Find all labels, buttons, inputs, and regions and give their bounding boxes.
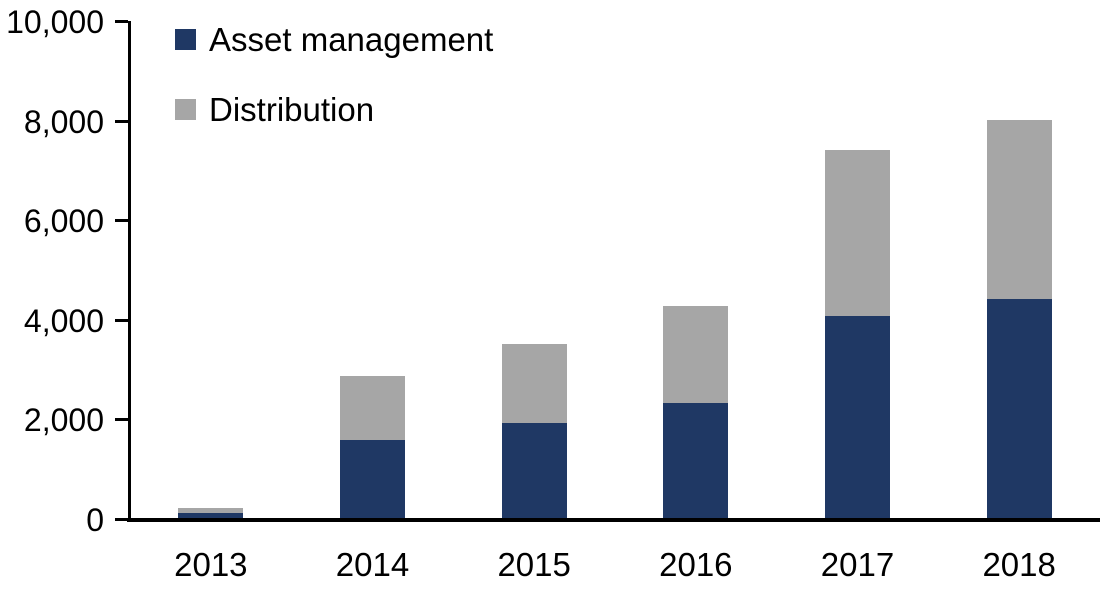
bar-segment-distribution xyxy=(178,507,244,513)
bar-segment-distribution xyxy=(663,306,729,404)
x-axis-label-2015: 2015 xyxy=(497,546,571,583)
bar-segment-asset-management xyxy=(825,316,890,518)
legend-swatch-asset-management xyxy=(175,28,196,50)
bar-2014 xyxy=(340,375,405,518)
legend-item-asset-management: Asset management xyxy=(175,23,493,56)
bar-segment-distribution xyxy=(340,375,405,441)
bar-segment-distribution xyxy=(501,343,567,424)
chart-legend: Asset management Distribution xyxy=(175,23,493,166)
y-axis-tick-label: 10,000 xyxy=(6,4,104,40)
y-axis-tick-mark xyxy=(115,119,128,123)
y-axis-tick-mark xyxy=(115,219,128,223)
legend-label: Distribution xyxy=(209,90,375,128)
y-axis-line xyxy=(128,21,131,522)
x-axis-line xyxy=(127,518,1100,522)
bar-2013 xyxy=(178,507,244,518)
legend-swatch-distribution xyxy=(175,98,196,120)
y-axis-tick-label: 0 xyxy=(86,502,104,538)
x-axis-label-2018: 2018 xyxy=(982,546,1056,583)
x-axis-label-2013: 2013 xyxy=(174,546,248,583)
bar-segment-distribution xyxy=(986,119,1052,299)
y-axis-tick-mark xyxy=(115,318,128,322)
bar-segment-asset-management xyxy=(986,298,1052,518)
x-axis-label-2014: 2014 xyxy=(335,546,410,583)
bar-2015 xyxy=(501,343,567,518)
legend-label: Asset management xyxy=(209,20,494,58)
bar-segment-asset-management xyxy=(663,403,729,518)
legend-item-distribution: Distribution xyxy=(175,93,493,126)
y-axis-tick-mark xyxy=(115,518,128,521)
x-axis-label-2016: 2016 xyxy=(659,546,733,583)
bar-segment-asset-management xyxy=(501,423,567,518)
bar-2017 xyxy=(825,150,890,518)
y-axis-tick-label: 4,000 xyxy=(23,302,104,339)
bar-segment-asset-management xyxy=(178,512,244,518)
y-axis-tick-mark xyxy=(115,20,128,23)
bar-2018 xyxy=(986,119,1052,518)
bar-segment-asset-management xyxy=(340,440,405,518)
y-axis-tick-label: 2,000 xyxy=(23,402,104,439)
y-axis-tick-mark xyxy=(115,418,128,422)
y-axis-tick-label: 6,000 xyxy=(23,203,104,240)
y-axis-tick-label: 8,000 xyxy=(23,103,104,140)
bar-segment-distribution xyxy=(825,150,890,317)
x-axis-label-2017: 2017 xyxy=(820,546,895,583)
bar-2016 xyxy=(663,306,729,518)
